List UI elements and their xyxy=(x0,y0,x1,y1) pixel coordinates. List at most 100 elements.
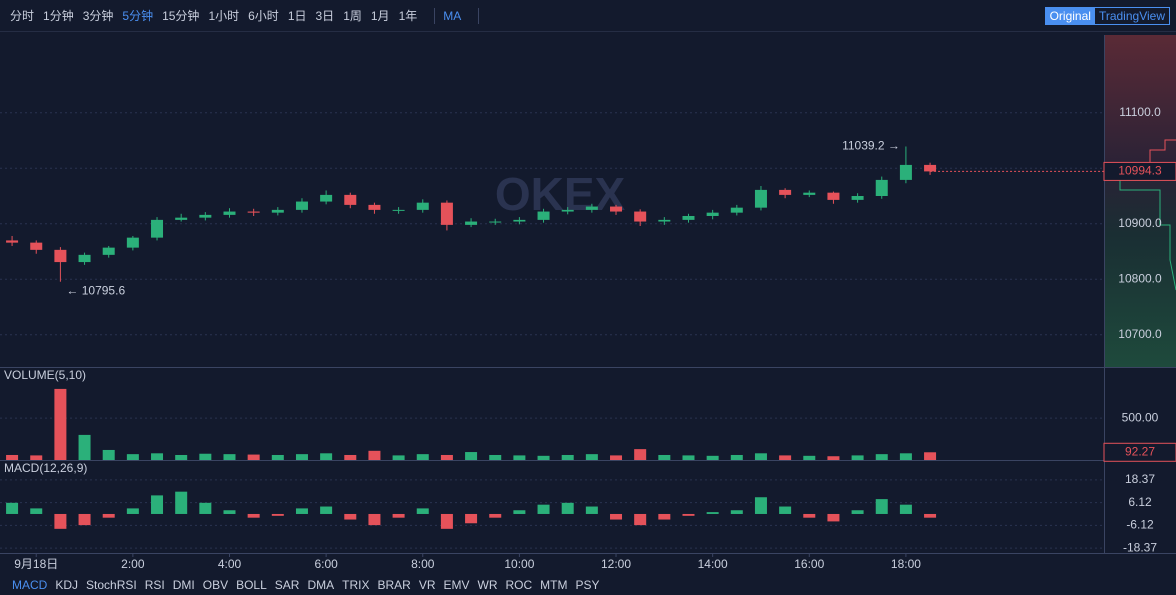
macd-bar xyxy=(247,513,260,518)
indicator-tab[interactable]: ROC xyxy=(505,578,533,592)
max-label: 11039.2 → xyxy=(842,139,900,153)
interval-button[interactable]: 1日 xyxy=(287,9,307,23)
volume-bar xyxy=(924,452,937,460)
volume-bar xyxy=(223,454,236,460)
indicator-button[interactable]: MA xyxy=(443,8,462,23)
y-tick-label: 500.00 xyxy=(1122,410,1159,424)
macd-bar xyxy=(54,513,67,529)
volume-bar xyxy=(465,452,478,460)
volume-bar xyxy=(78,434,91,460)
chart: OKEX VOLUME(5,10) MACD(12,26,9) 10700.0 1… xyxy=(0,35,1176,571)
volume-bar xyxy=(682,455,695,460)
indicator-tab[interactable]: PSY xyxy=(575,578,600,592)
interval-button[interactable]: 5分钟 xyxy=(122,9,154,23)
candle-body xyxy=(78,254,91,263)
volume-bar xyxy=(247,454,260,460)
x-tick-label: 4:00 xyxy=(218,557,242,571)
interval-button[interactable]: 分时 xyxy=(10,9,35,23)
candle-body xyxy=(6,240,19,243)
candle-body xyxy=(344,194,357,205)
macd-bar xyxy=(585,506,598,514)
min-value: 10795.6 xyxy=(82,284,126,298)
interval-button[interactable]: 6小时 xyxy=(248,9,279,23)
volume-bar xyxy=(610,455,623,460)
macd-bar xyxy=(561,502,574,514)
candle-body xyxy=(368,204,381,210)
indicator-tab[interactable]: DMA xyxy=(307,578,335,592)
view-button[interactable]: TradingView xyxy=(1098,9,1165,23)
candle-body xyxy=(779,189,792,195)
volume-bar xyxy=(175,454,188,460)
interval-button[interactable]: 1分钟 xyxy=(43,9,74,23)
volume-bar xyxy=(658,454,671,460)
volume-bar xyxy=(30,455,43,460)
indicator-tab[interactable]: KDJ xyxy=(55,578,79,592)
indicator-tab[interactable]: RSI xyxy=(144,578,165,592)
candle-body xyxy=(585,206,598,210)
indicator-tab[interactable]: MTM xyxy=(540,578,568,592)
y-tick-label: 10700.0 xyxy=(1118,327,1162,341)
macd-bar xyxy=(899,504,912,514)
macd-bar xyxy=(827,513,840,522)
indicator-tab[interactable]: SAR xyxy=(274,578,300,592)
macd-bar xyxy=(126,508,139,514)
candle-body xyxy=(54,249,67,263)
volume-bar xyxy=(851,455,864,460)
indicator-tab[interactable]: TRIX xyxy=(342,578,370,592)
panel-title: MACD(12,26,9) xyxy=(4,461,87,475)
indicator-tab[interactable]: BOLL xyxy=(236,578,267,592)
depth-background xyxy=(1104,35,1176,367)
macd-bar xyxy=(924,513,937,518)
macd-bar xyxy=(30,508,43,514)
volume-bar xyxy=(754,453,767,460)
x-tick-label: 9月18日 xyxy=(14,557,58,571)
candle-body xyxy=(151,219,164,238)
volume-bar xyxy=(126,454,139,460)
interval-button[interactable]: 3日 xyxy=(315,9,335,23)
y-tick-label: 10900.0 xyxy=(1118,216,1162,230)
candle-body xyxy=(561,209,574,212)
macd-bar xyxy=(344,513,357,520)
indicator-tab[interactable]: DMI xyxy=(172,578,195,592)
indicator-tab[interactable]: MACD xyxy=(12,578,48,592)
price-tag-label: 10994.3 xyxy=(1118,164,1162,178)
candle-body xyxy=(30,242,43,250)
indicator-bar: MACD KDJ StochRSI RSI DMI OBV BOLL SAR DMA TRIX BR… xyxy=(0,578,1176,595)
interval-button[interactable]: 1年 xyxy=(398,9,418,23)
candle-body xyxy=(465,221,478,225)
indicator-tab[interactable]: EMV xyxy=(443,578,470,592)
y-tick-label: 6.12 xyxy=(1128,495,1152,509)
watermark: OKEX xyxy=(495,168,626,220)
volume-bar xyxy=(561,454,574,460)
x-tick-label: 6:00 xyxy=(314,557,338,571)
volume-bar xyxy=(634,449,647,460)
indicator-tab[interactable]: OBV xyxy=(202,578,229,592)
macd-bar xyxy=(78,513,91,526)
macd-bar xyxy=(320,506,333,514)
candle-body xyxy=(827,192,840,200)
interval-button[interactable]: 1周 xyxy=(343,9,362,23)
interval-button[interactable]: 3分钟 xyxy=(82,9,114,23)
volume-bar xyxy=(295,454,308,460)
volume-bar xyxy=(779,455,792,460)
macd-bar xyxy=(295,508,308,514)
candle-body xyxy=(440,202,453,225)
interval-button[interactable]: 15分钟 xyxy=(162,9,200,23)
separator xyxy=(434,7,436,24)
x-tick-label: 10:00 xyxy=(504,557,534,571)
candle-body xyxy=(489,221,502,223)
indicator-tab[interactable]: WR xyxy=(477,578,498,592)
interval-button[interactable]: 1月 xyxy=(370,9,390,23)
indicator-tab[interactable]: BRAR xyxy=(377,578,411,592)
candle-body xyxy=(610,206,623,212)
volume-bar xyxy=(271,454,284,460)
price-tag xyxy=(1103,161,1176,181)
x-tick-label: 14:00 xyxy=(698,557,728,571)
indicator-tab[interactable]: StochRSI xyxy=(86,578,137,592)
macd-bar xyxy=(416,508,429,514)
view-button[interactable]: Original xyxy=(1045,8,1095,24)
y-tick-label: 10800.0 xyxy=(1118,271,1162,285)
indicator-tab[interactable]: VR xyxy=(418,578,436,592)
macd-bar xyxy=(875,499,888,514)
interval-button[interactable]: 1小时 xyxy=(208,9,240,23)
